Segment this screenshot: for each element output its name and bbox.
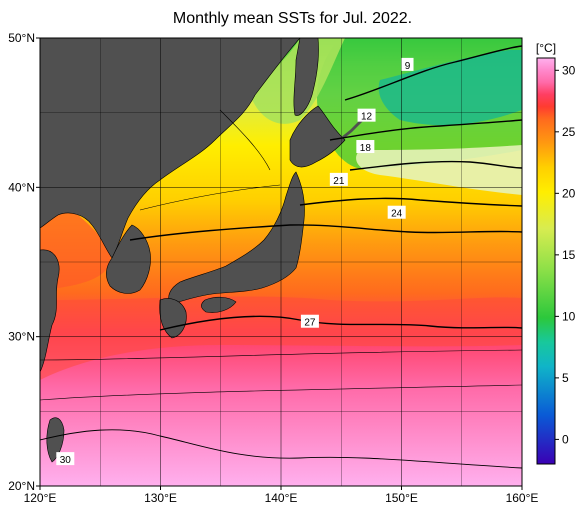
asia-mainland bbox=[40, 38, 301, 259]
isotherm-9 bbox=[344, 45, 522, 101]
isotherm-27 bbox=[159, 315, 522, 331]
korea bbox=[106, 224, 151, 294]
isotherm-thin-2 bbox=[139, 184, 281, 211]
contour-label-box bbox=[300, 314, 319, 328]
sakhalin bbox=[293, 38, 319, 116]
isotherm-12 bbox=[329, 119, 522, 141]
contour-label-box bbox=[329, 172, 348, 186]
isotherms bbox=[40, 45, 522, 469]
y-tick-label: 40°N bbox=[8, 180, 35, 194]
colorbar-tick-label: 10 bbox=[562, 309, 576, 323]
contour-label: 27 bbox=[304, 318, 316, 329]
y-tick-label: 30°N bbox=[8, 330, 35, 344]
cold-core bbox=[378, 50, 522, 126]
x-tick-label: 160°E bbox=[506, 491, 539, 505]
map-area: 9 12 18 21 24 27 30 bbox=[40, 38, 522, 486]
contour-label-box bbox=[387, 205, 406, 219]
colorbar-tick-label: 5 bbox=[562, 371, 569, 385]
contour-label: 24 bbox=[391, 209, 403, 220]
y-axis: 20°N 30°N 40°N 50°N bbox=[8, 31, 40, 493]
colorbar-tick-label: 30 bbox=[562, 63, 576, 77]
isotherm-thin-4 bbox=[40, 384, 522, 401]
x-axis: 120°E 130°E 140°E 150°E 160°E bbox=[24, 486, 539, 505]
contour-label: 12 bbox=[361, 112, 373, 123]
contour-label-box bbox=[401, 57, 414, 71]
contour-label-box bbox=[356, 140, 375, 154]
colorbar-scale bbox=[536, 57, 556, 465]
china-coast bbox=[40, 249, 60, 373]
contour-label: 30 bbox=[60, 455, 72, 466]
contour-label-box bbox=[56, 452, 75, 466]
cool-patch bbox=[356, 145, 522, 195]
isotherm-30 bbox=[40, 429, 522, 469]
isotherm-21 bbox=[299, 197, 522, 207]
colorbar-tick-label: 15 bbox=[562, 248, 576, 262]
colorbar-ticks: 0 5 10 15 20 25 30 bbox=[555, 63, 576, 446]
taiwan bbox=[46, 417, 65, 463]
contour-label: 21 bbox=[333, 176, 345, 187]
contour-label: 9 bbox=[405, 61, 411, 72]
shikoku bbox=[201, 296, 237, 313]
x-tick-label: 120°E bbox=[24, 491, 57, 505]
contour-label-box bbox=[357, 108, 376, 122]
grid bbox=[40, 38, 522, 486]
colorbar: [°C] 0 5 10 15 20 25 30 bbox=[536, 41, 576, 465]
isotherm-24 bbox=[129, 224, 522, 241]
contour-label: 18 bbox=[360, 143, 372, 154]
island bbox=[187, 124, 197, 132]
y-tick-label: 20°N bbox=[8, 479, 35, 493]
x-tick-label: 130°E bbox=[144, 491, 177, 505]
y-tick-label: 50°N bbox=[8, 31, 35, 45]
isotherm-thin-3 bbox=[40, 349, 522, 361]
colorbar-tick-label: 25 bbox=[562, 125, 576, 139]
contour-labels: 9 12 18 21 24 27 30 bbox=[56, 57, 414, 466]
hokkaido bbox=[289, 105, 346, 168]
chart-title: Monthly mean SSTs for Jul. 2022. bbox=[172, 10, 413, 27]
x-tick-label: 150°E bbox=[385, 491, 418, 505]
colorbar-unit: [°C] bbox=[536, 41, 556, 55]
colorbar-tick-label: 0 bbox=[562, 432, 569, 446]
isotherm-18 bbox=[349, 160, 522, 171]
isotherm-thin-1 bbox=[219, 109, 271, 171]
colorbar-tick-label: 20 bbox=[562, 186, 576, 200]
x-tick-label: 140°E bbox=[265, 491, 298, 505]
